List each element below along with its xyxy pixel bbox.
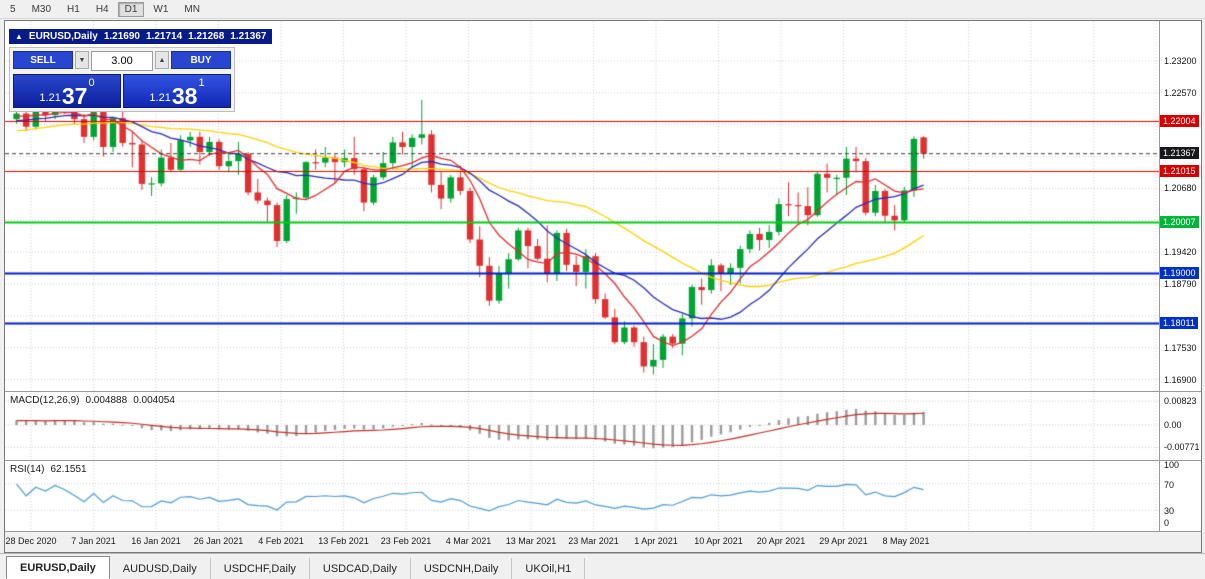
date-tick-label: 13 Feb 2021 — [318, 536, 369, 546]
price-level-badge: 1.19000 — [1160, 266, 1199, 279]
rsi-indicator-label: RSI(14) 62.1551 — [10, 464, 87, 475]
date-tick-label: 4 Mar 2021 — [445, 536, 492, 546]
sell-price-point: 0 — [88, 77, 95, 89]
timeframe-button-M30[interactable]: M30 — [31, 3, 52, 15]
date-tick-label: 26 Jan 2021 — [193, 536, 244, 546]
date-tick-label: 1 Apr 2021 — [634, 536, 678, 546]
timeframe-button-5[interactable]: 5 — [10, 3, 16, 15]
one-click-trading-panel: SELL ▼ ▲ BUY 1.21 37 0 1.21 38 1 — [9, 47, 235, 112]
buy-button[interactable]: BUY — [171, 51, 231, 69]
macd-signal-value: 0.004054 — [133, 395, 175, 406]
price-level-badge: 1.21015 — [1160, 164, 1199, 177]
timeframe-button-D1[interactable]: D1 — [117, 1, 145, 17]
timeframe-toolbar: 5 M30 H1 H4 D1 W1 MN — [0, 0, 1205, 19]
lot-increase-button[interactable]: ▲ — [155, 51, 169, 69]
chart-window: ▲ EURUSD,Daily 1.21690 1.21714 1.21268 1… — [4, 20, 1202, 553]
bottom-tab-USDCAD-Daily[interactable]: USDCAD,Daily — [310, 558, 411, 579]
price-level-badge: 1.18011 — [1160, 316, 1198, 329]
bottom-tab-UKOil-H1[interactable]: UKOil,H1 — [512, 558, 586, 579]
buy-price-pips: 38 — [171, 83, 198, 109]
axis-tick-label: 0.00823 — [1164, 396, 1197, 407]
chart-close: 1.21367 — [230, 31, 267, 42]
macd-rsi-divider[interactable] — [5, 460, 1201, 461]
price-level-badge: 1.21367 — [1160, 147, 1199, 160]
axis-tick-label: 1.19420 — [1164, 247, 1197, 258]
price-axis-border — [1159, 21, 1160, 531]
chart-low: 1.21268 — [188, 31, 225, 42]
timeframe-button-MN[interactable]: MN — [184, 3, 200, 15]
axis-tick-label: 0 — [1164, 518, 1170, 528]
axis-tick-label: 30 — [1164, 506, 1175, 517]
axis-tick-label: 100 — [1164, 460, 1180, 470]
date-tick-label: 7 Jan 2021 — [71, 536, 116, 546]
date-tick-label: 23 Mar 2021 — [568, 536, 619, 546]
sell-button[interactable]: SELL — [13, 51, 73, 69]
sell-price-button[interactable]: 1.21 37 0 — [13, 74, 121, 108]
axis-tick-label: -0.00771 — [1164, 442, 1200, 453]
timeframe-button-W1[interactable]: W1 — [153, 3, 169, 15]
collapse-panel-icon[interactable]: ▲ — [15, 32, 23, 41]
axis-tick-label: 1.20680 — [1164, 183, 1197, 194]
price-level-badge: 1.22004 — [1160, 114, 1199, 127]
date-tick-label: 16 Jan 2021 — [131, 536, 181, 546]
lot-decrease-button[interactable]: ▼ — [75, 51, 89, 69]
date-tick-label: 13 Mar 2021 — [505, 536, 557, 546]
buy-price-button[interactable]: 1.21 38 1 — [123, 74, 231, 108]
buy-price-point: 1 — [198, 77, 205, 89]
axis-tick-label: 70 — [1164, 479, 1175, 490]
bottom-tab-USDCNH-Daily[interactable]: USDCNH,Daily — [411, 558, 513, 579]
date-tick-label: 8 May 2021 — [882, 536, 930, 546]
sell-price-prefix: 1.21 — [39, 92, 61, 104]
axis-tick-label: 1.23200 — [1164, 56, 1197, 66]
buy-price-prefix: 1.21 — [149, 92, 171, 104]
timeframe-button-H4[interactable]: H4 — [95, 3, 109, 15]
main-macd-divider[interactable] — [5, 391, 1201, 392]
bottom-tab-EURUSD-Daily[interactable]: EURUSD,Daily — [6, 556, 110, 579]
date-tick-label: 29 Apr 2021 — [819, 536, 868, 546]
bottom-tab-AUDUSD-Daily[interactable]: AUDUSD,Daily — [110, 558, 211, 579]
macd-indicator-label: MACD(12,26,9) 0.004888 0.004054 — [10, 395, 175, 406]
rsi-value: 62.1551 — [50, 464, 87, 475]
axis-tick-label: 1.16900 — [1164, 374, 1197, 385]
axis-tick-label: 1.18790 — [1164, 279, 1197, 289]
price-level-badge: 1.20007 — [1160, 215, 1199, 228]
chart-title: ▲ EURUSD,Daily 1.21690 1.21714 1.21268 1… — [9, 29, 273, 44]
timeframe-button-H1[interactable]: H1 — [67, 3, 80, 15]
axis-tick-label: 1.17530 — [1164, 342, 1197, 353]
sell-price-pips: 37 — [61, 83, 88, 109]
date-tick-label: 4 Feb 2021 — [258, 536, 304, 546]
date-tick-label: 23 Feb 2021 — [380, 536, 432, 546]
date-axis-labels: 28 Dec 2020 7 Jan 2021 16 Jan 2021 26 Jan 2… — [5, 532, 1201, 552]
macd-name: MACD(12,26,9) — [10, 395, 80, 406]
axis-tick-label: 0.00 — [1164, 420, 1182, 430]
macd-main-value: 0.004888 — [85, 395, 128, 406]
chart-symbol-period: EURUSD,Daily — [28, 31, 98, 42]
lot-size-input[interactable] — [91, 51, 153, 71]
chart-high: 1.21714 — [145, 31, 183, 42]
date-tick-label: 20 Apr 2021 — [756, 536, 806, 546]
date-tick-label: 10 Apr 2021 — [694, 536, 743, 546]
chart-tab-bar: EURUSD,Daily AUDUSD,Daily USDCHF,Daily USDC… — [0, 553, 1205, 579]
chart-open: 1.21690 — [103, 31, 140, 42]
rsi-name: RSI(14) — [10, 464, 45, 475]
date-tick-label: 28 Dec 2020 — [5, 536, 57, 546]
bottom-tab-USDCHF-Daily[interactable]: USDCHF,Daily — [211, 558, 310, 579]
axis-tick-label: 1.22570 — [1164, 87, 1197, 98]
date-axis: 28 Dec 2020 7 Jan 2021 16 Jan 2021 26 Jan 2… — [5, 531, 1201, 552]
